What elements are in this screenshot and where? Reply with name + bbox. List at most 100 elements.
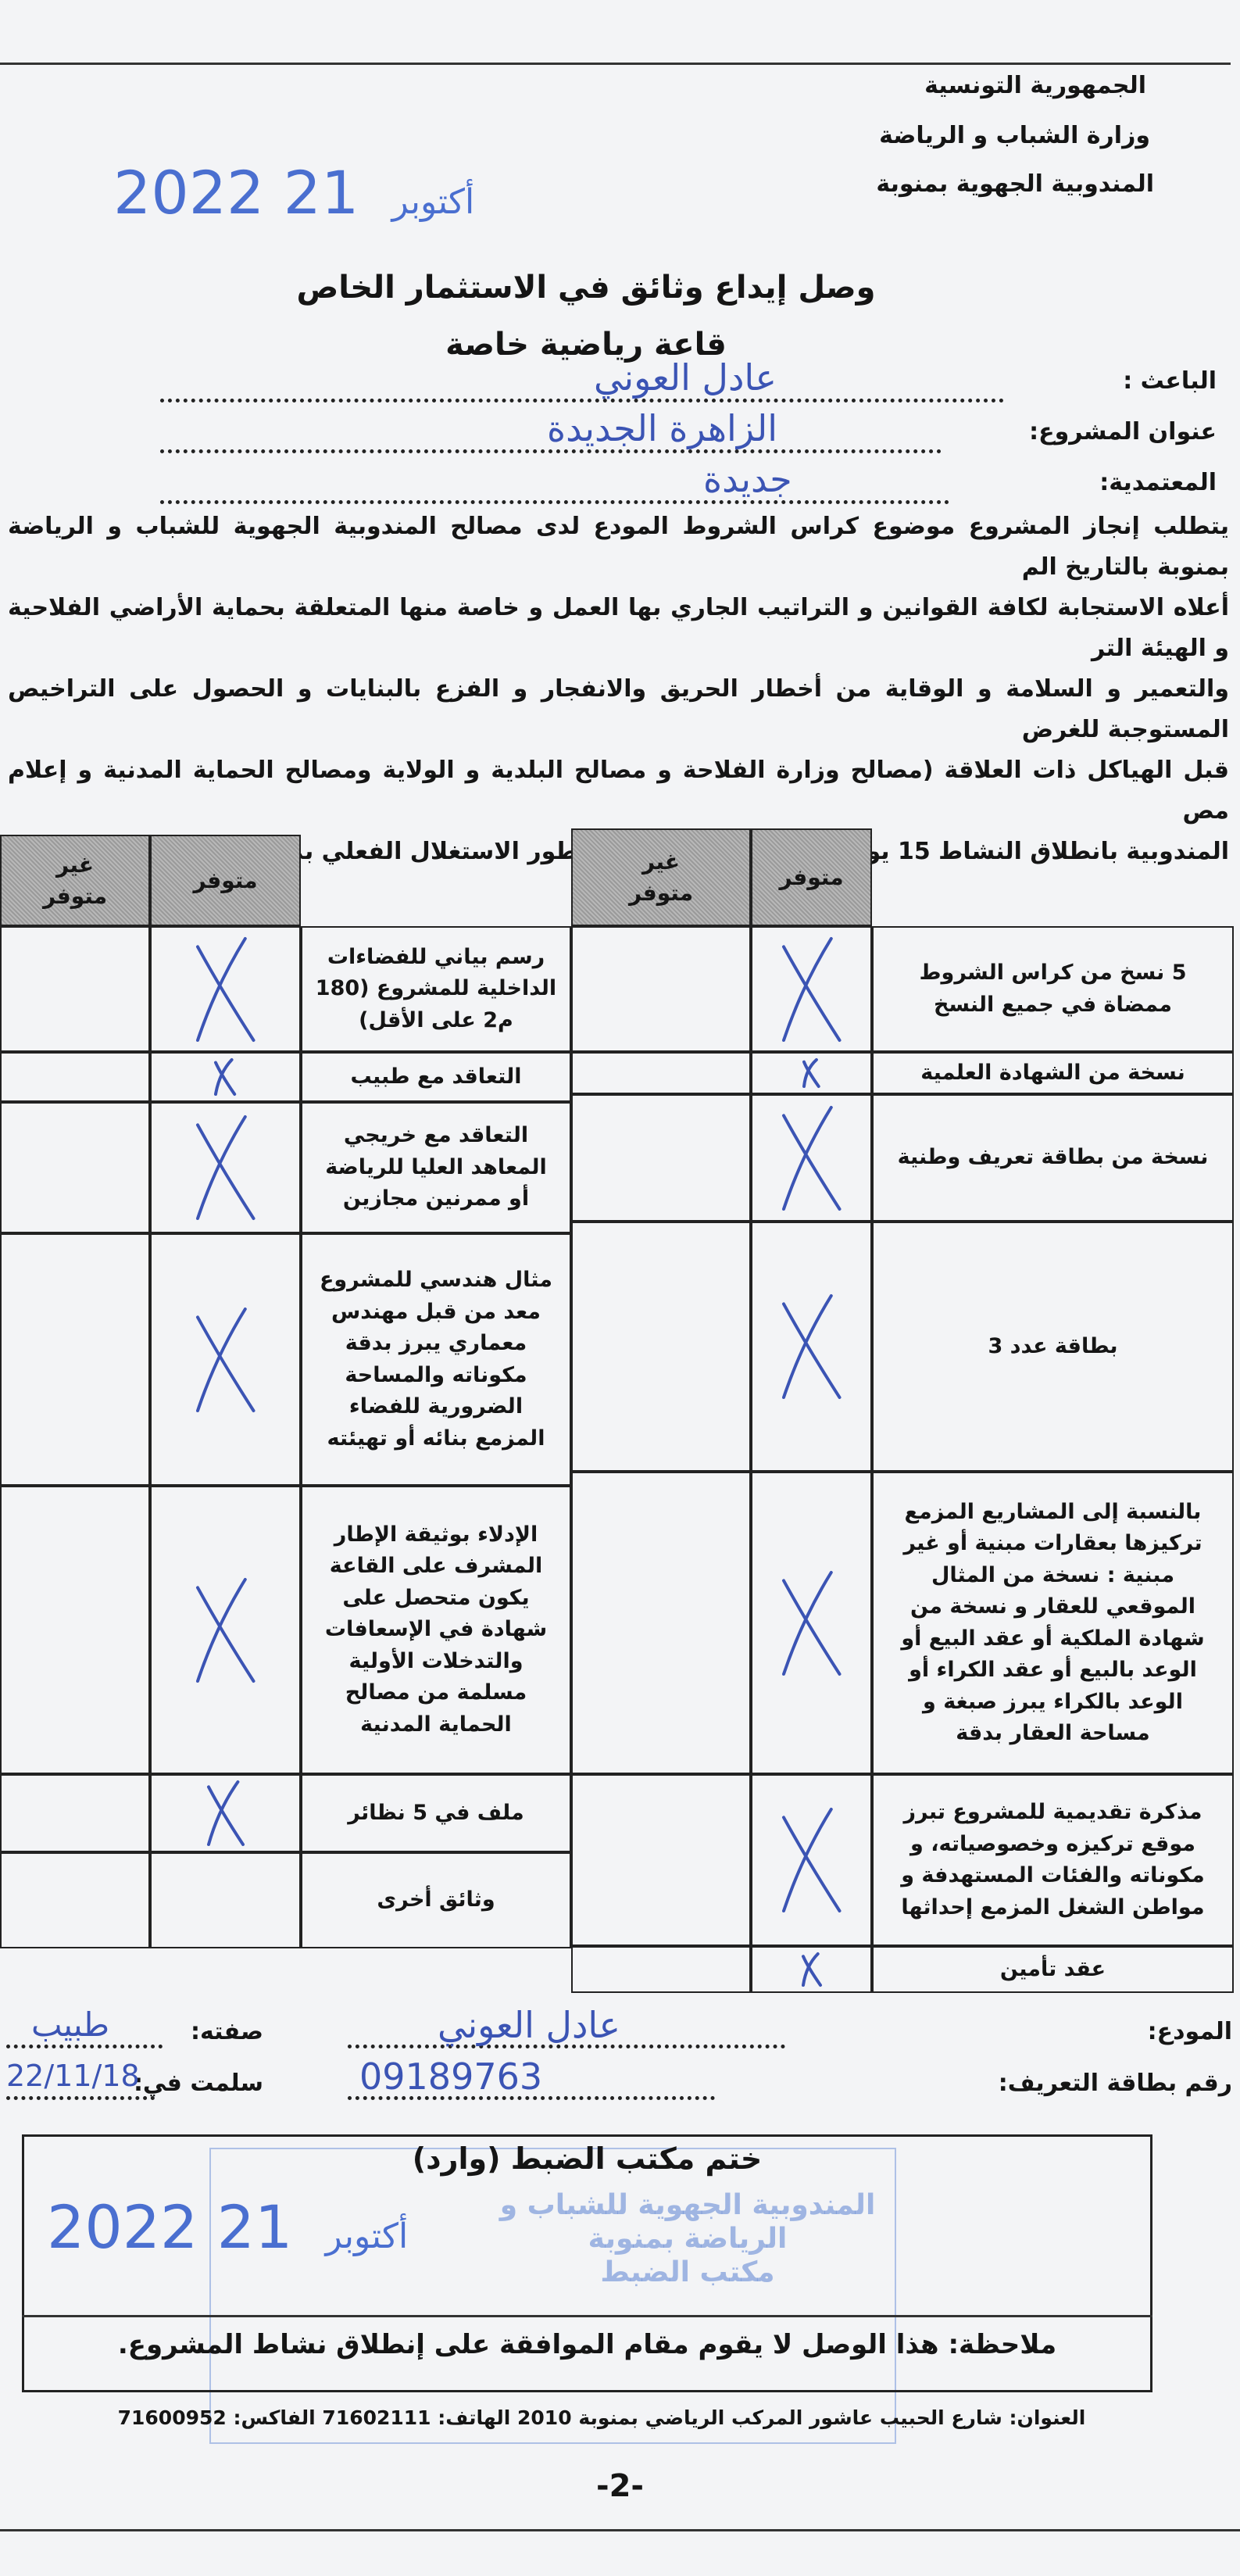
check-x-mark-icon — [781, 1294, 842, 1399]
row-label-text: وثائق أخرى — [377, 1887, 495, 1912]
stamp-line-1: المندوبية الجهوية للشباب و الرياضة بمنوب… — [499, 2189, 876, 2256]
delivered-handwritten: 22/11/18 — [6, 2059, 140, 2093]
table-row-label: عقد تأمين — [872, 1946, 1234, 1993]
page-number: -2- — [595, 2468, 645, 2504]
check-x-mark-icon — [781, 1570, 842, 1676]
field-handwritten-value: جديدة — [703, 458, 792, 500]
table-row-label: مثال هندسي للمشروع معد من قبل مهندس معما… — [301, 1233, 571, 1486]
table-cell-available[interactable] — [150, 1774, 301, 1852]
table-row-label: نسخة من الشهادة العلمية — [872, 1052, 1234, 1094]
header-unavailable-label: غير متوفر — [42, 852, 108, 909]
field-handwritten-value: عادل العوني — [594, 356, 777, 399]
footer-address: العنوان: شارع الحبيب عاشور المركب الرياض… — [117, 2406, 1086, 2429]
table-cell-unavailable[interactable] — [0, 1052, 150, 1102]
table-cell-available[interactable] — [751, 1222, 872, 1472]
check-x-mark-icon — [801, 1952, 822, 1987]
row-label-text: بالنسبة إلى المشاريع المزمع تركيزها بعقا… — [901, 1499, 1205, 1746]
row-label-text: 5 نسخ من كراس الشروط ممضاة في جميع النسخ — [919, 961, 1187, 1017]
table-row-label: بطاقة عدد 3 — [872, 1222, 1234, 1472]
table-cell-available[interactable] — [150, 1486, 301, 1774]
table-cell-unavailable[interactable] — [571, 1774, 751, 1946]
table-row-label: نسخة من بطاقة تعريف وطنية — [872, 1094, 1234, 1222]
paragraph: يتطلب إنجاز المشروع موضوع كراس الشروط ال… — [8, 506, 1229, 872]
check-x-mark-icon — [781, 1105, 842, 1211]
depositor-dots — [348, 2045, 785, 2048]
header-unavailable: غير متوفر — [0, 835, 150, 926]
check-x-mark-icon — [802, 1058, 820, 1088]
stamp-line-2: مكتب الضبط — [600, 2256, 775, 2289]
table-cell-unavailable[interactable] — [0, 1233, 150, 1486]
depositor-handwritten: عادل العوني — [438, 2004, 620, 2046]
table-cell-unavailable[interactable] — [0, 1102, 150, 1233]
table-cell-unavailable[interactable] — [0, 926, 150, 1052]
delivered-label: سلمت في: — [133, 2070, 263, 2097]
header-republic: الجمهورية التونسية — [924, 72, 1146, 99]
document-title: وصل إيداع وثائق في الاستثمار الخاص — [296, 270, 876, 306]
table-cell-available[interactable] — [751, 1774, 872, 1946]
table-cell-unavailable[interactable] — [571, 1472, 751, 1774]
check-x-mark-icon — [781, 936, 842, 1042]
field-label: عنوان المشروع: — [1029, 418, 1217, 445]
table-cell-unavailable[interactable] — [0, 1486, 150, 1774]
table-row-label: مذكرة تقديمية للمشروع تبرز موقع تركيزه و… — [872, 1774, 1234, 1946]
header-unavailable-label: غير متوفر — [628, 849, 694, 906]
table-cell-unavailable[interactable] — [571, 1094, 751, 1222]
date-stamp-month: أكتوبر — [391, 182, 475, 222]
table-cell-available[interactable] — [150, 1102, 301, 1233]
header-unavailable: غير متوفر — [571, 828, 751, 926]
check-x-mark-icon — [195, 1307, 256, 1412]
id-label: رقم بطاقة التعريف: — [998, 2070, 1232, 2097]
table-cell-available[interactable] — [751, 1946, 872, 1993]
role-handwritten: طبيب — [31, 2005, 110, 2044]
header-available-label: متوفر — [193, 867, 258, 893]
check-x-mark-icon — [195, 1577, 256, 1683]
table-cell-available[interactable] — [150, 1052, 301, 1102]
table-cell-available[interactable] — [150, 926, 301, 1052]
header-available-label: متوفر — [779, 864, 844, 890]
check-x-mark-icon — [195, 1115, 256, 1220]
table-cell-unavailable[interactable] — [0, 1774, 150, 1852]
field-handwritten-value: الزاهرة الجديدة — [547, 407, 778, 449]
header-available: متوفر — [150, 835, 301, 926]
date-stamp-top: 2022 أكتوبر 21 — [113, 160, 488, 226]
office-stamp — [209, 2148, 896, 2444]
office-box-title: ختم مكتب الضبط (وارد) — [412, 2141, 763, 2176]
table-row-label: وثائق أخرى — [301, 1852, 571, 1948]
row-label-text: ملف في 5 نظائر — [348, 1800, 524, 1825]
table-cell-available[interactable] — [751, 926, 872, 1052]
office-note: ملاحظة: هذا الوصل لا يقوم مقام الموافقة … — [117, 2329, 1057, 2360]
table-cell-available[interactable] — [751, 1052, 872, 1094]
row-label-text: مذكرة تقديمية للمشروع تبرز موقع تركيزه و… — [901, 1800, 1205, 1919]
table-cell-available[interactable] — [751, 1094, 872, 1222]
delivered-dots — [6, 2096, 155, 2100]
date-stamp-day: 21 — [283, 158, 359, 227]
top-rule — [0, 63, 1231, 65]
date-stamp-day: 21 — [216, 2192, 293, 2262]
table-cell-unavailable[interactable] — [0, 1852, 150, 1948]
check-x-mark-icon — [206, 1780, 245, 1846]
role-dots — [6, 2045, 163, 2048]
row-label-text: بطاقة عدد 3 — [988, 1333, 1118, 1358]
table-cell-available[interactable] — [751, 1472, 872, 1774]
office-box-divider — [22, 2315, 1152, 2317]
paragraph-line: يتطلب إنجاز المشروع موضوع كراس الشروط ال… — [8, 513, 1229, 581]
header-ministry: وزارة الشباب و الرياضة — [879, 122, 1150, 149]
date-stamp-office: 2022 أكتوبر 21 — [47, 2195, 422, 2260]
document-subtitle: قاعة رياضية خاصة — [445, 327, 727, 363]
check-x-mark-icon — [195, 936, 256, 1042]
field-label: المعتمدية: — [1099, 469, 1217, 496]
table-cell-available[interactable] — [150, 1233, 301, 1486]
table-cell-unavailable[interactable] — [571, 1052, 751, 1094]
table-cell-unavailable[interactable] — [571, 1222, 751, 1472]
table-cell-unavailable[interactable] — [571, 1946, 751, 1993]
row-label-text: عقد تأمين — [999, 1956, 1106, 1981]
bottom-rule — [0, 2529, 1240, 2531]
paragraph-line: أعلاه الاستجابة لكافة القوانين و التراتي… — [8, 594, 1229, 662]
id-dots — [348, 2096, 715, 2100]
table-cell-available[interactable] — [150, 1852, 301, 1948]
office-stamp-text: المندوبية الجهوية للشباب و الرياضة بمنوب… — [484, 2188, 891, 2290]
role-label: صفته: — [190, 2018, 263, 2045]
table-cell-unavailable[interactable] — [571, 926, 751, 1052]
table-row-label: رسم بياني للفضاءات الداخلية للمشروع (180… — [301, 926, 571, 1052]
table-row-label: 5 نسخ من كراس الشروط ممضاة في جميع النسخ — [872, 926, 1234, 1052]
